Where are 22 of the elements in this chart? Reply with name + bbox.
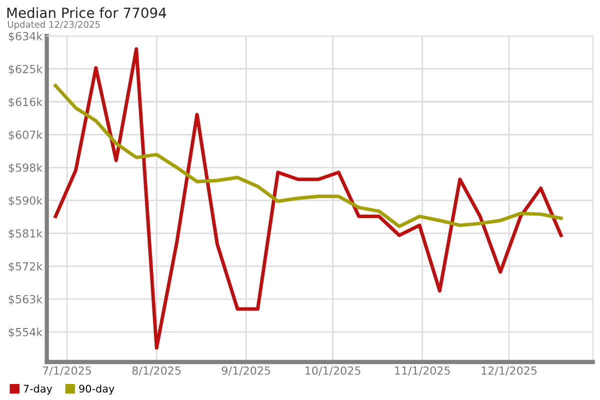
x-tick-label: 12/1/2025 — [482, 366, 537, 376]
y-tick-label: $563k — [8, 294, 43, 305]
y-tick-label: $554k — [8, 328, 43, 338]
chart-title: Median Price for 77094 — [7, 7, 166, 18]
y-tick-label: $607k — [8, 130, 43, 140]
x-tick-label: 7/1/2025 — [42, 366, 92, 376]
y-tick-label: $625k — [8, 64, 43, 75]
y-tick-label: $590k — [8, 196, 43, 206]
legend-label: 90-day — [79, 384, 114, 395]
x-tick-label: 8/1/2025 — [132, 366, 181, 376]
y-tick-label: $634k — [8, 32, 43, 42]
y-tick-label: $572k — [8, 262, 43, 272]
x-tick-label: 9/1/2025 — [222, 366, 270, 376]
x-tick-label: 10/1/2025 — [306, 366, 360, 376]
y-tick-label: $581k — [8, 229, 43, 240]
chart-subtitle: Updated 12/23/2025 — [8, 20, 100, 30]
y-tick-label: $598k — [8, 163, 43, 174]
y-tick-label: $616k — [8, 98, 43, 108]
line-series — [54, 47, 563, 350]
x-tick-label: 11/1/2025 — [395, 366, 450, 376]
line-series — [54, 84, 563, 228]
legend-label: 7-day — [24, 384, 52, 395]
